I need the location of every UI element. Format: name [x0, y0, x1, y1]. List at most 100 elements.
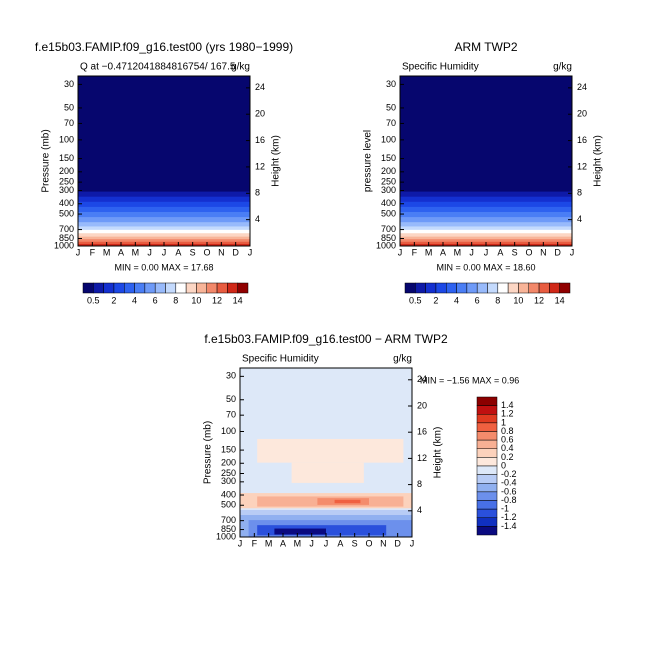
subtitle-left: Specific Humidity	[402, 62, 479, 73]
colorbar-label: 0	[501, 460, 506, 470]
contour-fill	[274, 528, 326, 535]
x-tick-label: J	[147, 247, 152, 257]
x-tick-label: D	[394, 538, 401, 548]
y-tick-label: 850	[381, 233, 396, 243]
y-tick-label: 400	[221, 489, 236, 499]
y-tick-label: 30	[386, 79, 396, 89]
x-tick-label: M	[132, 247, 140, 257]
panel-title: ARM TWP2	[454, 40, 517, 54]
y-tick-label: 30	[64, 79, 74, 89]
colorbar-label: 14	[233, 295, 243, 305]
x-tick-label: J	[309, 538, 314, 548]
y2-tick-label: 12	[577, 161, 587, 171]
y-axis-label: Pressure (mb)	[41, 129, 52, 192]
colorbar-box	[476, 422, 498, 432]
y-tick-label: 1000	[54, 240, 74, 250]
y-tick-label: 700	[59, 224, 74, 234]
colorbar-label: -0.6	[501, 486, 517, 496]
colorbar-box	[237, 282, 249, 294]
colorbar-box	[476, 431, 498, 441]
y-tick-label: 150	[59, 153, 74, 163]
y-tick-label: 70	[226, 410, 236, 420]
y2-axis-label: Height (km)	[433, 427, 444, 479]
x-tick-label: A	[280, 538, 286, 548]
colorbar-label: 0.6	[501, 435, 514, 445]
y-tick-label: 150	[381, 153, 396, 163]
x-tick-label: F	[252, 538, 258, 548]
y2-tick-label: 20	[417, 400, 427, 410]
y2-tick-label: 16	[417, 427, 427, 437]
y2-axis-label: Height (km)	[593, 135, 604, 187]
y-tick-label: 250	[381, 176, 396, 186]
x-tick-label: J	[76, 247, 81, 257]
colorbar-box	[559, 282, 571, 294]
colorbar-box	[476, 508, 498, 518]
contour-fill	[291, 462, 364, 483]
colorbar-box	[476, 517, 498, 527]
panel: ARM TWP2 Specific Humidity g/kg pressure le…	[363, 40, 604, 305]
y-tick-label: 850	[59, 233, 74, 243]
colorbar-label: 2	[433, 295, 438, 305]
colorbar-box	[82, 282, 94, 294]
colorbar-box	[134, 282, 146, 294]
x-tick-label: O	[525, 247, 532, 257]
colorbar-label: 8	[173, 295, 178, 305]
panel-title: f.e15b03.FAMIP.f09_g16.test00 − ARM TWP2	[204, 332, 448, 346]
colorbar-box	[404, 282, 416, 294]
subtitle-right: g/kg	[231, 62, 250, 73]
colorbar-box	[103, 282, 115, 294]
y2-tick-label: 24	[577, 82, 587, 92]
colorbar-label: 4	[132, 295, 137, 305]
colorbar-box	[476, 465, 498, 475]
colorbar-box	[476, 526, 498, 536]
colorbar-box	[165, 282, 177, 294]
x-tick-label: M	[454, 247, 462, 257]
colorbar-box	[476, 474, 498, 484]
x-tick-label: J	[162, 247, 167, 257]
x-tick-label: M	[103, 247, 111, 257]
colorbar-box	[476, 483, 498, 493]
colorbar-label: 0.2	[501, 452, 514, 462]
y-tick-label: 100	[59, 134, 74, 144]
y-tick-label: 700	[221, 515, 236, 525]
colorbar-box	[476, 439, 498, 449]
colorbar-label: -0.2	[501, 469, 517, 479]
x-tick-label: M	[294, 538, 302, 548]
panel-title: f.e15b03.FAMIP.f09_g16.test00 (yrs 1980−…	[35, 40, 293, 54]
colorbar-label: 2	[111, 295, 116, 305]
colorbar-box	[466, 282, 478, 294]
y-tick-label: 200	[59, 166, 74, 176]
y2-tick-label: 4	[255, 214, 260, 224]
panel: f.e15b03.FAMIP.f09_g16.test00 − ARM TWP2…	[203, 332, 520, 548]
colorbar-box	[456, 282, 468, 294]
y-tick-label: 1000	[216, 531, 236, 541]
colorbar-label: 1.4	[501, 400, 514, 410]
colorbar-box	[175, 282, 187, 294]
colorbar-box	[206, 282, 218, 294]
y2-tick-label: 20	[577, 109, 587, 119]
y-tick-label: 70	[386, 118, 396, 128]
colorbar-label: 10	[191, 295, 201, 305]
y2-axis-label: Height (km)	[271, 135, 282, 187]
colorbar-label: 6	[475, 295, 480, 305]
colorbar-box	[124, 282, 135, 294]
y-tick-label: 400	[381, 198, 396, 208]
colorbar-box	[113, 282, 125, 294]
colorbar-box	[227, 282, 238, 294]
colorbar-label: 1.2	[501, 409, 514, 419]
x-tick-label: A	[497, 247, 503, 257]
x-tick-label: D	[232, 247, 239, 257]
colorbar-label: 0.8	[501, 426, 514, 436]
y2-tick-label: 4	[417, 505, 422, 515]
x-tick-label: F	[90, 247, 96, 257]
y-tick-label: 50	[64, 102, 74, 112]
x-tick-label: J	[484, 247, 489, 257]
x-tick-label: J	[469, 247, 474, 257]
y-tick-label: 1000	[376, 240, 396, 250]
y-tick-label: 500	[381, 208, 396, 218]
x-tick-label: O	[203, 247, 210, 257]
x-tick-label: A	[175, 247, 181, 257]
colorbar-box	[476, 414, 498, 424]
contour-fill	[334, 499, 361, 504]
